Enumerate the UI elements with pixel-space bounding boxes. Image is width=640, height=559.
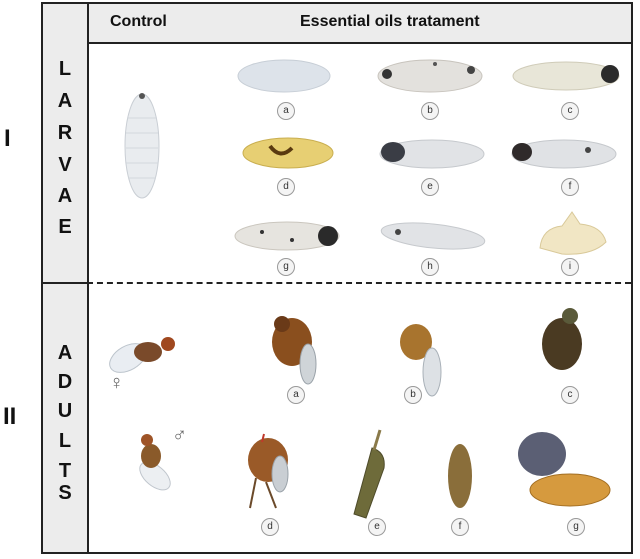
larvae-letter: R: [57, 122, 73, 144]
control-male-fly-image: [139, 434, 171, 491]
section-roman-2: II: [3, 403, 17, 430]
larva-b-image: [377, 59, 483, 93]
adult-a-image: [272, 316, 317, 385]
adult-f-image: [448, 444, 472, 508]
adult-label-a: a: [287, 386, 305, 404]
larva-label-e: e: [421, 178, 439, 196]
adults-letter: S: [58, 482, 72, 504]
adult-b-image: [400, 324, 442, 397]
larvae-letter: E: [58, 216, 72, 238]
adult-label-b: b: [404, 386, 422, 404]
larva-f-image: [511, 139, 617, 169]
larvae-letter: A: [57, 185, 73, 207]
larvae-letter: V: [58, 154, 72, 176]
side-separator: [43, 282, 87, 284]
section-divider: [87, 282, 631, 284]
larva-label-d: d: [277, 178, 295, 196]
larva-label-i: i: [561, 258, 579, 276]
side-label-column: [43, 4, 89, 552]
larvae-letter: A: [57, 90, 73, 112]
larva-label-f: f: [561, 178, 579, 196]
larvae-letter: L: [58, 58, 72, 80]
section-roman-1: I: [4, 125, 11, 152]
adult-label-c: c: [561, 386, 579, 404]
larva-e-image: [379, 139, 485, 169]
column-header-bar: [87, 4, 631, 44]
larva-c-image: [512, 61, 620, 91]
adults-letter: A: [57, 342, 73, 364]
adults-letter: D: [57, 371, 73, 393]
adult-label-e: e: [368, 518, 386, 536]
adult-label-f: f: [451, 518, 469, 536]
control-header: Control: [110, 13, 167, 30]
larva-a-image: [237, 59, 331, 93]
adults-letter: U: [57, 400, 73, 422]
control-larva-image: [124, 93, 160, 199]
larva-label-h: h: [421, 258, 439, 276]
larva-d-image: [242, 137, 334, 169]
adults-letter: L: [58, 430, 72, 452]
adult-e-image: [353, 429, 385, 519]
female-symbol-icon: ♀: [109, 372, 124, 394]
adult-d-image: [248, 433, 289, 509]
larva-label-c: c: [561, 102, 579, 120]
adult-label-d: d: [261, 518, 279, 536]
larva-i-image: [539, 211, 607, 255]
treatment-header: Essential oils tratament: [300, 13, 480, 30]
larva-label-g: g: [277, 258, 295, 276]
larva-h-image: [380, 222, 486, 250]
male-symbol-icon: ♂: [172, 424, 187, 446]
larva-label-b: b: [421, 102, 439, 120]
adult-label-g: g: [567, 518, 585, 536]
larva-label-a: a: [277, 102, 295, 120]
control-female-fly-image: [109, 337, 175, 373]
adult-c-image: [542, 308, 582, 370]
larva-g-image: [234, 221, 340, 251]
adults-letter: T: [58, 460, 72, 482]
adult-g-image: [518, 432, 611, 507]
